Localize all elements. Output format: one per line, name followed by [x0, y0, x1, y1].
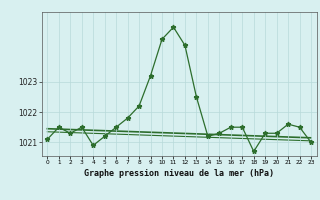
X-axis label: Graphe pression niveau de la mer (hPa): Graphe pression niveau de la mer (hPa): [84, 169, 274, 178]
